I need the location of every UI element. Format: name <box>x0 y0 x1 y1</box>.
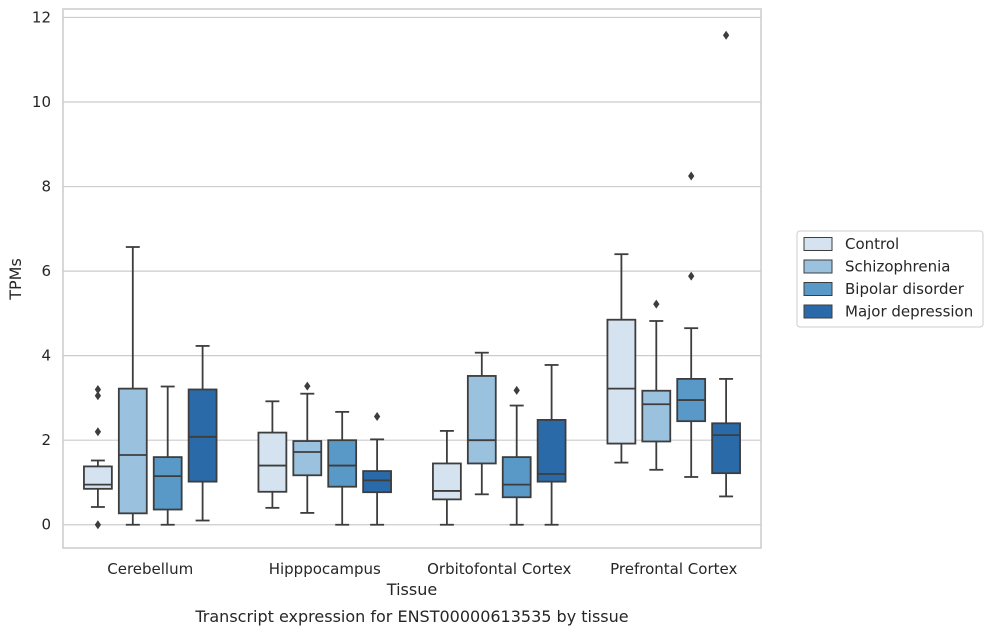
y-tick-label: 12 <box>32 8 51 26</box>
legend-swatch <box>803 259 833 274</box>
x-tick-labels: Cerebellum Hipppocampus Orbitofontal Corte… <box>107 560 737 578</box>
legend-items: Control Schizophrenia Bipolar disorder Majo… <box>803 235 973 321</box>
box-1-2 <box>327 410 358 526</box>
outlier-point <box>94 391 102 401</box>
box-rect <box>711 422 741 475</box>
y-tick-label: 0 <box>41 516 51 534</box>
box-2-2 <box>501 385 532 526</box>
box-rect <box>327 439 358 488</box>
outlier-point <box>94 384 102 394</box>
outlier-point <box>94 520 102 530</box>
box-plot-series <box>83 30 741 530</box>
box-rect <box>187 388 218 483</box>
legend-label: Control <box>845 235 899 253</box>
legend-swatch <box>803 282 833 296</box>
legend-label: Major depression <box>845 303 973 321</box>
box-rect <box>641 389 672 443</box>
outlier-point <box>722 30 730 40</box>
outlier-point <box>513 385 520 395</box>
grid-lines <box>63 16 761 526</box>
outlier-point <box>653 299 660 309</box>
plot-frame <box>62 8 762 549</box>
legend-frame <box>796 230 984 328</box>
box-3-1 <box>641 299 672 471</box>
legend-label: Schizophrenia <box>845 258 950 276</box>
box-rect <box>606 318 637 445</box>
y-tick-label: 2 <box>41 431 51 449</box>
x-tick-label: Hipppocampus <box>269 560 381 578</box>
chart-caption: Transcript expression for ENST0000061353… <box>194 607 628 626</box>
x-tick-label: Orbitofontal Cortex <box>427 560 571 578</box>
box-rect <box>466 375 497 465</box>
box-rect <box>362 470 392 494</box>
box-rect <box>536 419 567 483</box>
x-tick-label: Prefrontal Cortex <box>610 560 737 578</box>
y-tick-label: 6 <box>41 262 51 280</box>
box-3-2 <box>676 171 707 478</box>
y-tick-label: 8 <box>41 178 51 196</box>
legend-label: Bipolar disorder <box>845 280 965 298</box>
box-rect <box>152 456 183 511</box>
legend: Control Schizophrenia Bipolar disorder Majo… <box>796 230 984 328</box>
box-rect <box>257 431 288 493</box>
box-0-3 <box>187 345 218 522</box>
box-rect <box>432 462 462 501</box>
box-3-3 <box>711 30 741 498</box>
x-tick-label: Cerebellum <box>107 560 193 578</box>
outlier-point <box>94 427 102 437</box>
outlier-point <box>373 412 381 422</box>
outlier-point <box>688 271 695 281</box>
box-2-0 <box>432 429 462 526</box>
box-rect <box>83 465 113 490</box>
box-rect <box>501 456 532 499</box>
box-rect <box>117 387 148 515</box>
outlier-point <box>304 381 311 391</box>
box-3-0 <box>606 253 637 464</box>
legend-swatch <box>803 304 833 319</box>
box-1-3 <box>362 412 392 526</box>
box-0-0 <box>83 384 113 530</box>
outlier-point <box>688 171 695 181</box>
box-1-0 <box>257 400 288 509</box>
box-2-3 <box>536 364 567 526</box>
y-tick-label: 10 <box>32 93 51 111</box>
y-tick-labels: 0 2 4 6 8 10 12 <box>32 8 51 533</box>
box-0-1 <box>117 246 148 526</box>
box-2-1 <box>466 351 497 496</box>
legend-swatch <box>803 237 833 251</box>
y-axis-label: TPMs <box>6 258 25 301</box>
y-tick-label: 4 <box>41 347 51 365</box>
box-rect <box>292 440 323 477</box>
box-1-1 <box>292 381 323 514</box>
x-axis-label: Tissue <box>386 580 437 599</box>
box-0-2 <box>152 385 183 526</box>
